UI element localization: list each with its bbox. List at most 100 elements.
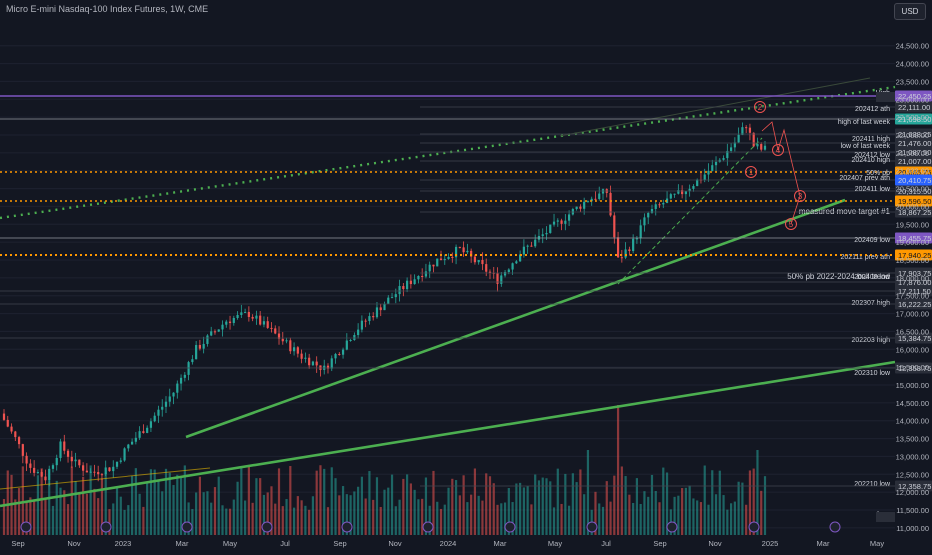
candle-body [161,406,164,410]
volume-bar [315,470,318,535]
candle-body [729,147,733,151]
volume-bar [368,471,371,535]
price-axis-label: 11,500.00 [896,506,929,515]
volume-bar [289,466,292,535]
candle-body [470,250,473,257]
candle-body [240,312,243,315]
candle-body [635,238,639,240]
time-axis-label: 2025 [762,539,779,548]
volume-bar [232,499,235,535]
time-axis-label: 2024 [440,539,457,548]
volume-bar [421,498,424,535]
candle-body [387,297,390,304]
price-tag-label: 12,358.75 [898,482,931,491]
candle-body [127,444,130,449]
volume-bar [413,489,416,535]
volume-bar [616,405,620,535]
volume-bar [658,502,661,535]
volume-bar [251,502,254,535]
candle-body [530,245,533,247]
volume-bar [763,476,767,535]
volume-bar [195,492,198,535]
price-tag-label: 21,007.00 [898,157,931,166]
candle-body [560,220,563,224]
price-tag-label: 21,476.00 [898,139,931,148]
candle-body [274,328,277,334]
candle-body [534,239,537,247]
volume-bar [300,500,303,535]
candle-body [575,206,578,210]
volume-bar [311,496,315,535]
candle-body [549,224,552,233]
candle-body [639,225,642,239]
volume-bar [372,499,375,535]
candle-body [564,220,567,224]
candle-body [36,472,40,474]
candle-body [413,279,416,285]
candle-body [259,315,262,325]
wave-label: 4 [776,146,781,155]
candle-body [130,441,134,445]
volume-bar [760,490,763,535]
wave-label: 5 [789,220,794,229]
candle-body [583,201,586,209]
candle-body [500,275,503,284]
time-axis-label: Sep [333,539,346,548]
candle-body [6,419,9,427]
candle-body [176,383,179,393]
candle-body [2,413,6,420]
candle-body [364,320,367,322]
volume-bar [711,470,714,535]
candle-body [673,193,676,195]
price-axis-label: 17,000.00 [896,310,929,319]
currency-button[interactable]: USD [894,3,926,20]
candle-body [436,258,439,267]
candle-body [752,132,755,147]
low-tag-bg [876,512,895,522]
price-tag [895,174,932,186]
candle-body [63,441,66,451]
volume-bar [130,475,134,535]
volume-bar [733,501,736,535]
level-label: 202307 high [851,300,890,307]
candle-body [383,303,386,311]
volume-bar [624,476,627,535]
price-axis-label: 22,000.00 [896,131,929,140]
volume-bar [89,465,92,535]
price-tag-label: 18,455.75 [898,234,931,243]
price-tag [895,332,932,344]
candle-body [756,144,759,147]
level-label: 202410 high [851,157,890,164]
price-axis: 24,500.00 24,000.00 23,500.00 23,000.00 22,5… [896,42,929,533]
dashed-trendline [617,137,763,285]
candle-body [74,459,77,462]
price-axis-label: 15,000.00 [896,381,929,390]
volume-bar [703,465,706,535]
volume-bar [6,470,9,535]
candle-body [473,256,477,263]
price-tag [895,137,932,149]
price-axis-label: 24,500.00 [896,42,929,51]
price-tag [895,206,932,218]
volume-bar [632,502,635,535]
level-label: 202411 low [855,186,891,193]
candle-body [25,455,28,464]
volume-bar [447,487,450,535]
price-axis-label: 15,500.00 [896,363,929,372]
volume-bar [236,481,239,535]
price-tag [895,101,932,113]
price-tag [895,480,932,492]
wave-marker [785,218,797,230]
level-label: 202210 low [854,481,891,488]
candle-body [281,338,284,342]
price-tag [895,113,932,125]
volume-bar [55,480,58,535]
volume-bar [451,478,454,535]
candle-body [78,459,81,466]
volume-bar [458,495,461,535]
volume-bar [545,478,548,535]
candle-body [206,335,209,344]
time-axis-label: Sep [11,539,24,548]
